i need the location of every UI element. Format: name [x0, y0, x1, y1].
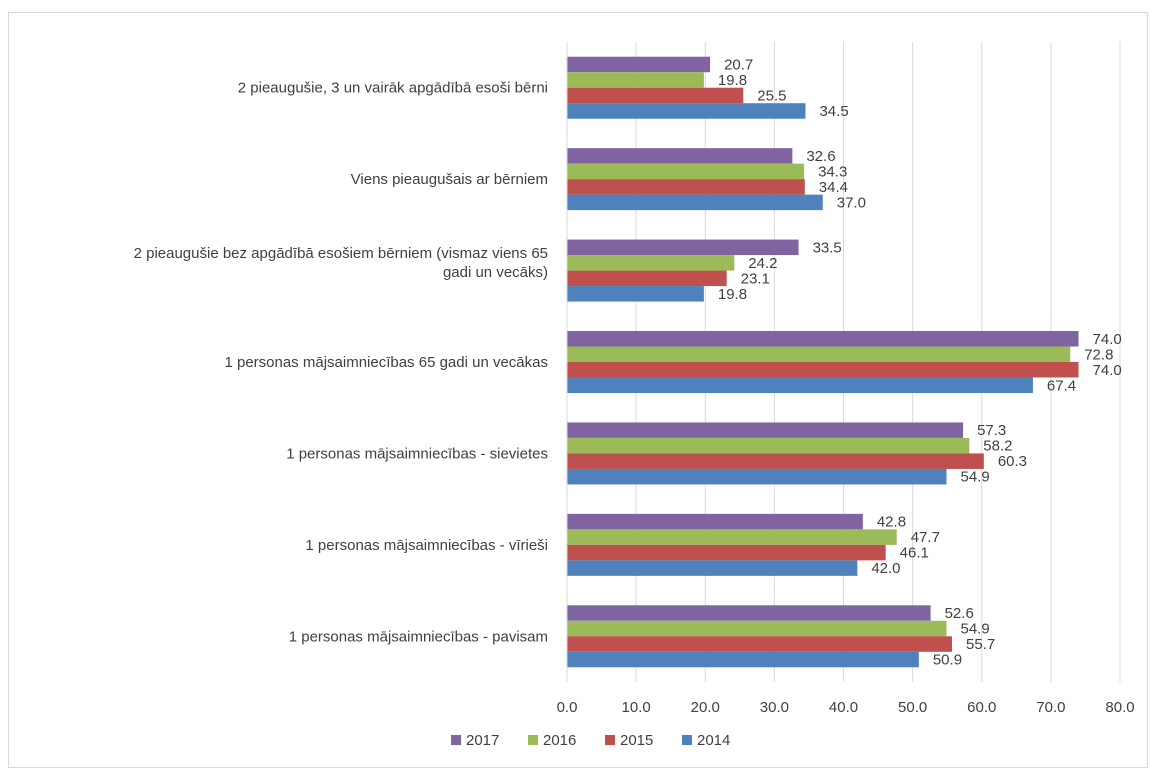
bar-2015	[567, 453, 984, 469]
data-label: 54.9	[960, 621, 989, 638]
bar-2014	[567, 103, 806, 119]
bar-2015	[567, 544, 886, 561]
category-label: 2 pieaugušie bez apgādībā esošiem bērnie…	[134, 245, 548, 262]
data-label: 42.8	[877, 514, 906, 531]
data-label: 19.8	[718, 72, 747, 89]
category-label: 1 personas mājsaimniecības 65 gadi un ve…	[224, 354, 548, 371]
bar-2015	[567, 362, 1079, 378]
data-label: 57.3	[977, 422, 1006, 439]
category-label: gadi un vecāks)	[443, 264, 548, 281]
data-label: 42.0	[871, 560, 900, 577]
x-tick-label: 40.0	[829, 699, 858, 716]
x-tick-label: 70.0	[1036, 699, 1065, 716]
x-tick-label: 80.0	[1105, 699, 1134, 716]
bar-2014	[567, 651, 919, 668]
x-tick-label: 10.0	[622, 699, 651, 716]
x-tick-label: 50.0	[898, 699, 927, 716]
bar-2016	[567, 437, 970, 454]
data-label: 37.0	[837, 194, 866, 211]
data-label: 50.9	[933, 652, 962, 669]
bar-2017	[567, 239, 799, 256]
data-label: 46.1	[900, 545, 929, 562]
category-label: 1 personas mājsaimniecības - sievietes	[286, 445, 548, 462]
category-label: Viens pieaugušais ar bērniem	[351, 171, 548, 188]
bar-2016	[567, 255, 735, 271]
bar-2017	[567, 56, 711, 73]
chart-frame	[8, 12, 1148, 768]
data-label: 47.7	[911, 529, 940, 546]
bar-2015	[567, 87, 744, 104]
legend-label: 2014	[697, 732, 730, 749]
bar-2016	[567, 72, 704, 88]
data-label: 55.7	[966, 636, 995, 653]
data-label: 72.8	[1084, 346, 1113, 363]
data-label: 19.8	[718, 286, 747, 303]
data-label: 74.0	[1093, 362, 1122, 379]
legend-swatch-2016	[528, 735, 538, 745]
data-label: 24.2	[748, 255, 777, 272]
data-label: 23.1	[741, 270, 770, 287]
category-label: 1 personas mājsaimniecības - pavisam	[289, 628, 548, 645]
data-label: 74.0	[1093, 331, 1122, 348]
legend-swatch-2017	[451, 735, 461, 745]
data-label: 34.5	[819, 103, 848, 120]
bar-2016	[567, 620, 947, 637]
data-label: 34.3	[818, 163, 847, 180]
x-tick-label: 60.0	[967, 699, 996, 716]
x-tick-label: 30.0	[760, 699, 789, 716]
data-label: 60.3	[998, 453, 1027, 470]
data-label: 52.6	[945, 605, 974, 622]
bar-2017	[567, 422, 964, 438]
bar-2017	[567, 148, 793, 164]
data-label: 54.9	[960, 469, 989, 486]
x-tick-label: 20.0	[691, 699, 720, 716]
bar-2015	[567, 179, 805, 195]
bar-2016	[567, 346, 1071, 362]
category-label: 1 personas mājsaimniecības - vīrieši	[305, 537, 548, 554]
data-label: 25.5	[757, 87, 786, 104]
data-label: 32.6	[806, 148, 835, 165]
data-label: 33.5	[813, 239, 842, 256]
bar-2017	[567, 331, 1079, 347]
bar-2014	[567, 468, 947, 485]
legend-swatch-2015	[605, 735, 615, 745]
data-label: 20.7	[724, 56, 753, 73]
legend-label: 2016	[543, 732, 576, 749]
bar-2017	[567, 513, 863, 530]
bar-2015	[567, 270, 727, 287]
x-tick-label: 0.0	[557, 699, 578, 716]
bar-2017	[567, 605, 931, 621]
data-label: 58.2	[983, 438, 1012, 455]
bar-2014	[567, 286, 704, 302]
data-label: 34.4	[819, 179, 848, 196]
bar-2015	[567, 636, 953, 652]
bar-2014	[567, 377, 1033, 393]
legend-label: 2015	[620, 732, 653, 749]
bar-2016	[567, 529, 897, 545]
legend-swatch-2014	[682, 735, 692, 745]
bar-2016	[567, 163, 805, 180]
bar-2014	[567, 194, 823, 211]
legend-label: 2017	[466, 732, 499, 749]
category-label: 2 pieaugušie, 3 un vairāk apgādībā esoši…	[238, 80, 548, 97]
data-label: 67.4	[1047, 377, 1076, 394]
bar-2014	[567, 560, 858, 576]
